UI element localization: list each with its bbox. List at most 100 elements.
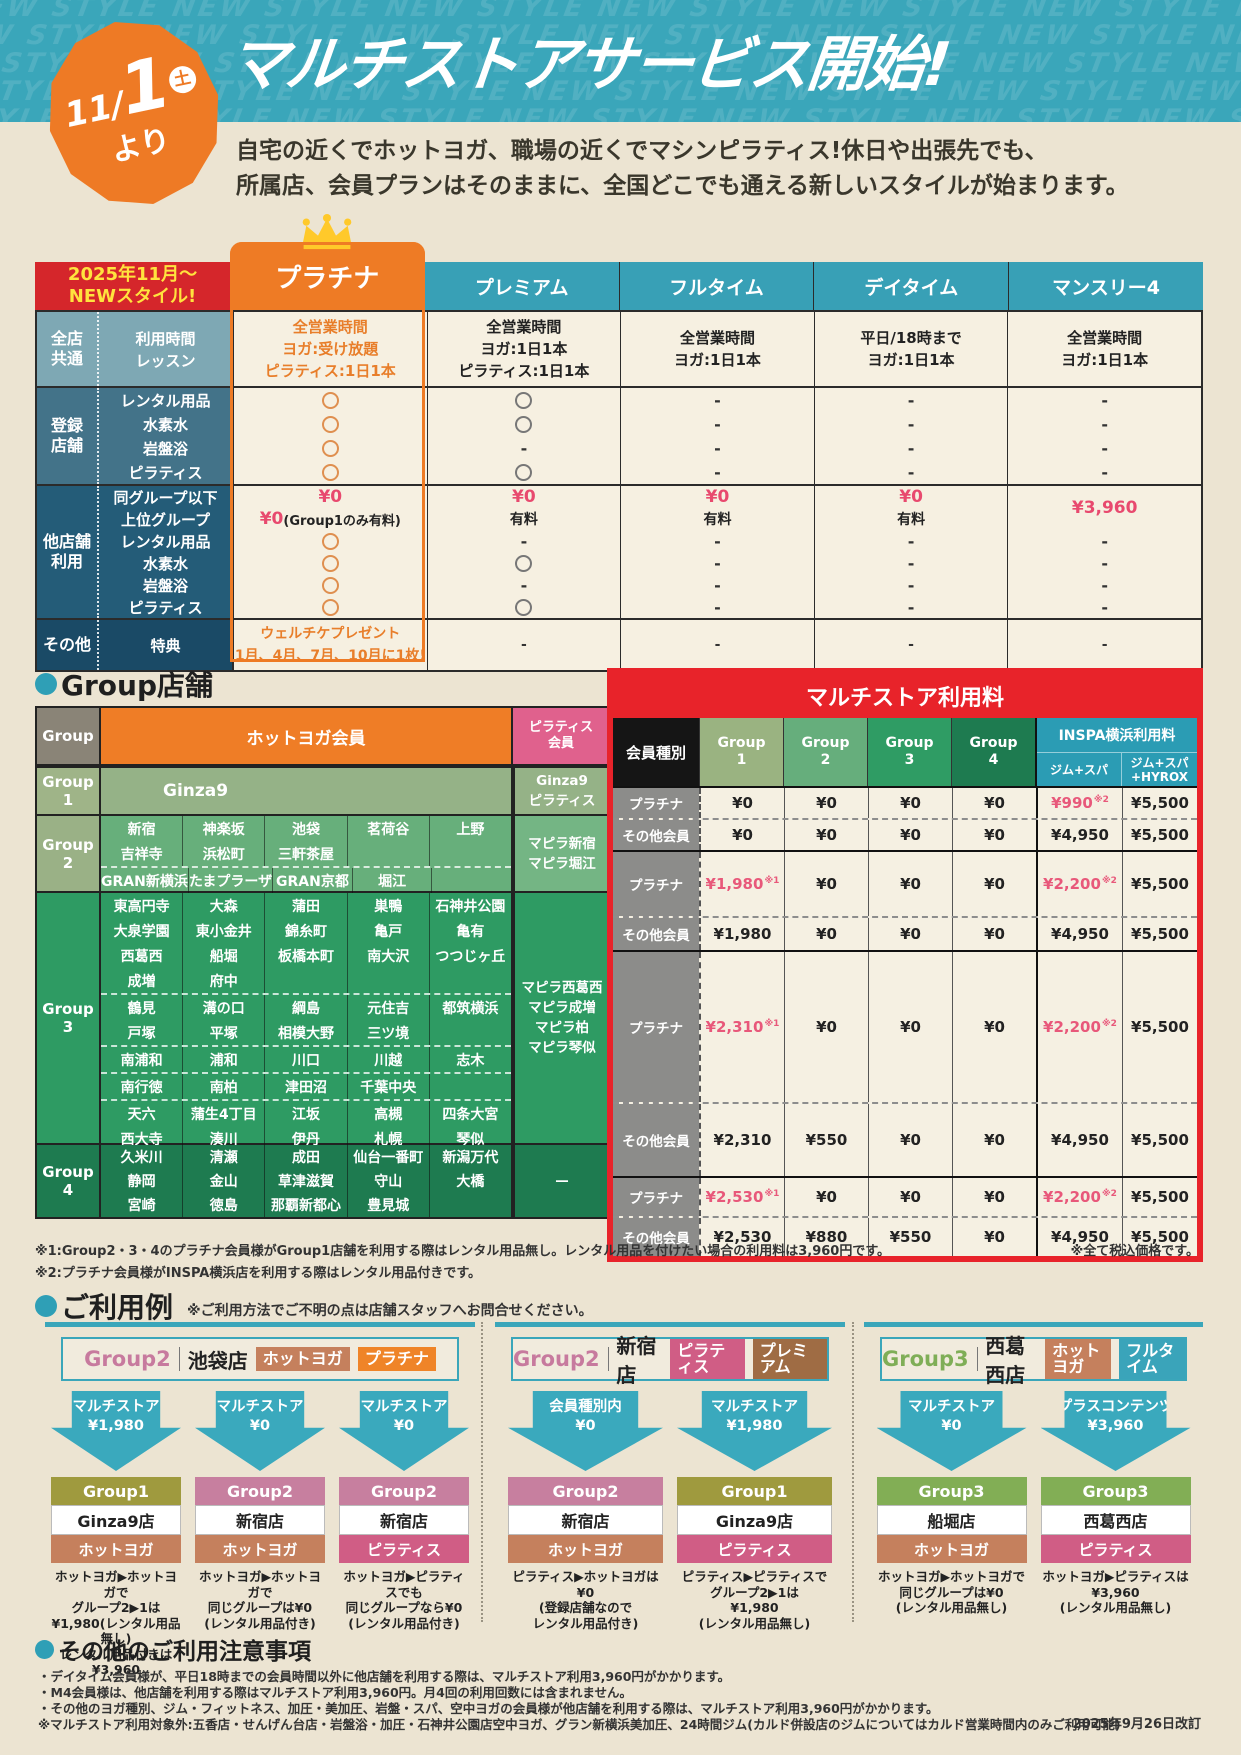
store-cell: 蒲田 <box>292 898 320 915</box>
store-column: 大森 東小金井 船堀 府中 <box>182 893 264 993</box>
plan-row-group: 全店 共通 利用時間 レッスン 全営業時間 ヨガ:受け放題 ピラティス:1日1本 全営業時間ヨ… <box>37 312 1201 386</box>
store-cell: 堀江 <box>378 873 407 890</box>
plan-value-cell: 全営業時間 ヨガ:受け放題 ピラティス:1日1本 <box>264 318 396 380</box>
store-column: 志木 <box>428 1047 511 1072</box>
store-column: 綱島 相模大野 <box>264 995 346 1045</box>
plan-value-cell: ---- <box>1007 388 1201 484</box>
plan-value-cell: - <box>620 620 814 670</box>
fee-value-cell: ¥2,310 <box>699 1104 784 1176</box>
plan-value-cell: ¥3,960- - - - <box>1007 486 1201 618</box>
fee-value-cell: ¥4,950 <box>1036 820 1122 850</box>
fee-row: プラチナ ¥2,310※1 ¥0 ¥0 ¥0 ¥2,200※2 ¥5,500 <box>613 952 1197 1102</box>
plan-row-label: 他店舗 利用 同グループ以下 上位グループ レンタル用品 水素水 岩盤浴 ピラティス <box>37 486 234 618</box>
plan-row-label: 登録 店舗 レンタル用品 水素水 岩盤浴 ピラティス <box>37 388 234 484</box>
store-column: 上野 <box>428 816 511 866</box>
plan-row-sublabels: レンタル用品 水素水 岩盤浴 ピラティス <box>97 388 232 484</box>
store-column: 堀江 <box>351 868 432 893</box>
flow-caption: ピラティス▶ピラティスで グループ2▶1は ¥1,980 (レンタル用品無し) <box>681 1569 828 1631</box>
platinum-column-header: プラチナ <box>230 242 425 310</box>
card-group-label: Group2 <box>84 1347 171 1371</box>
plan-row-label: その他 特典 <box>37 620 234 670</box>
store-column: 千葉中央 <box>346 1074 429 1099</box>
store-column: 新潟万代 大橋 <box>428 1145 511 1217</box>
fee-value-cell: ¥2,310※1 <box>699 952 784 1102</box>
flow-caption: ホットヨガ▶ホットヨガで グループ2▶1は ¥1,980(レンタル用品無し) レンタル… <box>51 1569 181 1677</box>
plan-value-cell: 全営業時間 ヨガ:1日1本 <box>620 312 814 386</box>
store-cell <box>430 1020 511 1045</box>
group-label: Group 1 <box>37 768 99 814</box>
fee-row: プラチナ ¥2,530※1 ¥0 ¥0 ¥0 ¥2,200※2 ¥5,500 <box>613 1178 1197 1216</box>
usage-note: ※ご利用方法でご不明の点は店舗スタッフへお問合せください。 <box>187 1303 593 1319</box>
plan-column-header: プレミアム <box>423 262 619 310</box>
fee-section: プラチナ ¥1,980※1 ¥0 ¥0 ¥0 ¥2,200※2 ¥5,500 その他会員 ¥1,… <box>613 850 1197 950</box>
store-cell: 西大寺 <box>120 1131 163 1148</box>
store-cell: 戸塚 <box>127 1025 156 1042</box>
store-cell: 川口 <box>292 1052 320 1069</box>
store-cell: 大森 <box>209 898 238 915</box>
store-column: 津田沼 <box>264 1074 346 1099</box>
store-cell: GRAN新横浜 <box>101 873 188 890</box>
plan-value-cell: - <box>426 388 621 484</box>
card-divider <box>852 1322 854 1622</box>
plan-row-label: 全店 共通 利用時間 レッスン <box>37 312 234 386</box>
destination-type: ピラティス <box>339 1535 469 1563</box>
store-cell <box>430 841 511 866</box>
included-circle-icon <box>515 463 533 481</box>
pilates-members-header: ピラティス 会員 <box>513 708 609 764</box>
fee-group-header: Group 2 <box>783 718 867 786</box>
store-cell: 川越 <box>374 1052 403 1069</box>
card-top-bar <box>864 1322 1203 1327</box>
store-cell: 成増 <box>127 973 156 990</box>
destination-store: 新宿店 <box>508 1505 663 1535</box>
member-type-header: 会員種別 <box>613 718 699 786</box>
fee-value-cell: ¥0 <box>952 1104 1036 1176</box>
fee-value-cell: ¥0 <box>699 788 784 818</box>
store-cell <box>265 968 346 993</box>
store-cell: 大泉学園 <box>113 923 170 940</box>
store-column: 南柏 <box>182 1074 264 1099</box>
store-cell: 津田沼 <box>285 1079 327 1096</box>
card-group-label: Group2 <box>513 1347 600 1371</box>
store-cell: 那覇新都心 <box>271 1198 341 1214</box>
store-cell: 神楽坂 <box>202 821 245 838</box>
destination-store-box: Group2 新宿店 ピラティス <box>339 1477 469 1563</box>
store-cell: 天六 <box>127 1106 156 1123</box>
fee-row: その他会員 ¥0 ¥0 ¥0 ¥0 ¥4,950 ¥5,500 <box>613 818 1197 850</box>
fee-value-cell: ¥2,530 <box>699 1218 784 1256</box>
store-column: 巣鴨 亀戸 南大沢 <box>346 893 429 993</box>
card-header: Group2 新宿店 ピラティス プレミアム <box>511 1334 829 1387</box>
plan-row-group-name: その他 <box>42 635 91 654</box>
store-cell: 志木 <box>456 1052 485 1069</box>
destination-store-box: Group2 新宿店 ホットヨガ <box>508 1477 663 1563</box>
store-cell: 東小金井 <box>195 923 252 940</box>
fee-value-cell: ¥0 <box>699 820 784 850</box>
store-cell: 錦糸町 <box>285 923 327 940</box>
card-store-label: 西葛西店 <box>985 1334 1026 1387</box>
fee-value-cell: ¥0 <box>868 788 952 818</box>
store-column: 四条大宮 琴似 <box>428 1101 511 1151</box>
note-line: ・M4会員様は、他店舗を利用する際はマルチストア利用3,960円。月4回の利用回… <box>38 1685 632 1700</box>
pilates-stores-cell: マピラ新宿 マピラ堀江 <box>513 816 609 891</box>
store-column: 清瀬 金山 徳島 <box>182 1145 264 1217</box>
membership-badge: ホットヨガ <box>255 1347 350 1371</box>
plan-value-cell: - <box>813 620 1008 670</box>
store-cell: GRAN京都 <box>276 873 349 890</box>
store-column: 石神井公園 亀有 つつじヶ丘 <box>428 893 511 993</box>
plan-table-body: 全店 共通 利用時間 レッスン 全営業時間 ヨガ:受け放題 ピラティス:1日1本 全営業時間ヨ… <box>35 310 1203 672</box>
flow-caption: ホットヨガ▶ピラティスでも 同じグループなら¥0 (レンタル用品付き) <box>343 1569 465 1631</box>
member-type-label: プラチナ <box>613 1178 699 1216</box>
store-cell: 亀有 <box>456 923 485 940</box>
fee-value-cell: ¥990※2 <box>1036 788 1122 818</box>
fee-value-cell: ¥880 <box>784 1218 868 1256</box>
fee-row: その他会員 ¥1,980 ¥0 ¥0 ¥0 ¥4,950 ¥5,500 <box>613 916 1197 950</box>
fee-table-title: マルチストア利用料 <box>613 674 1197 718</box>
card-header-divider <box>607 1347 609 1371</box>
included-circle-icon <box>515 554 533 572</box>
plan-row-group: その他 特典 ウェルチケプレゼント 1月、4月、7月、10月に1枚! - - - - <box>37 618 1201 670</box>
usage-flow: マルチストア ¥1,980 Group1 Ginza9店 ピラティス ピラティス▶… <box>677 1391 832 1631</box>
fee-value-cell: ¥5,500 <box>1122 820 1197 850</box>
fee-row: プラチナ ¥1,980※1 ¥0 ¥0 ¥0 ¥2,200※2 ¥5,500 <box>613 852 1197 916</box>
store-column: 都筑横浜 <box>428 995 511 1045</box>
store-cell: 平塚 <box>209 1025 238 1042</box>
plan-value-cell: ¥0 有料 - - <box>426 486 621 618</box>
